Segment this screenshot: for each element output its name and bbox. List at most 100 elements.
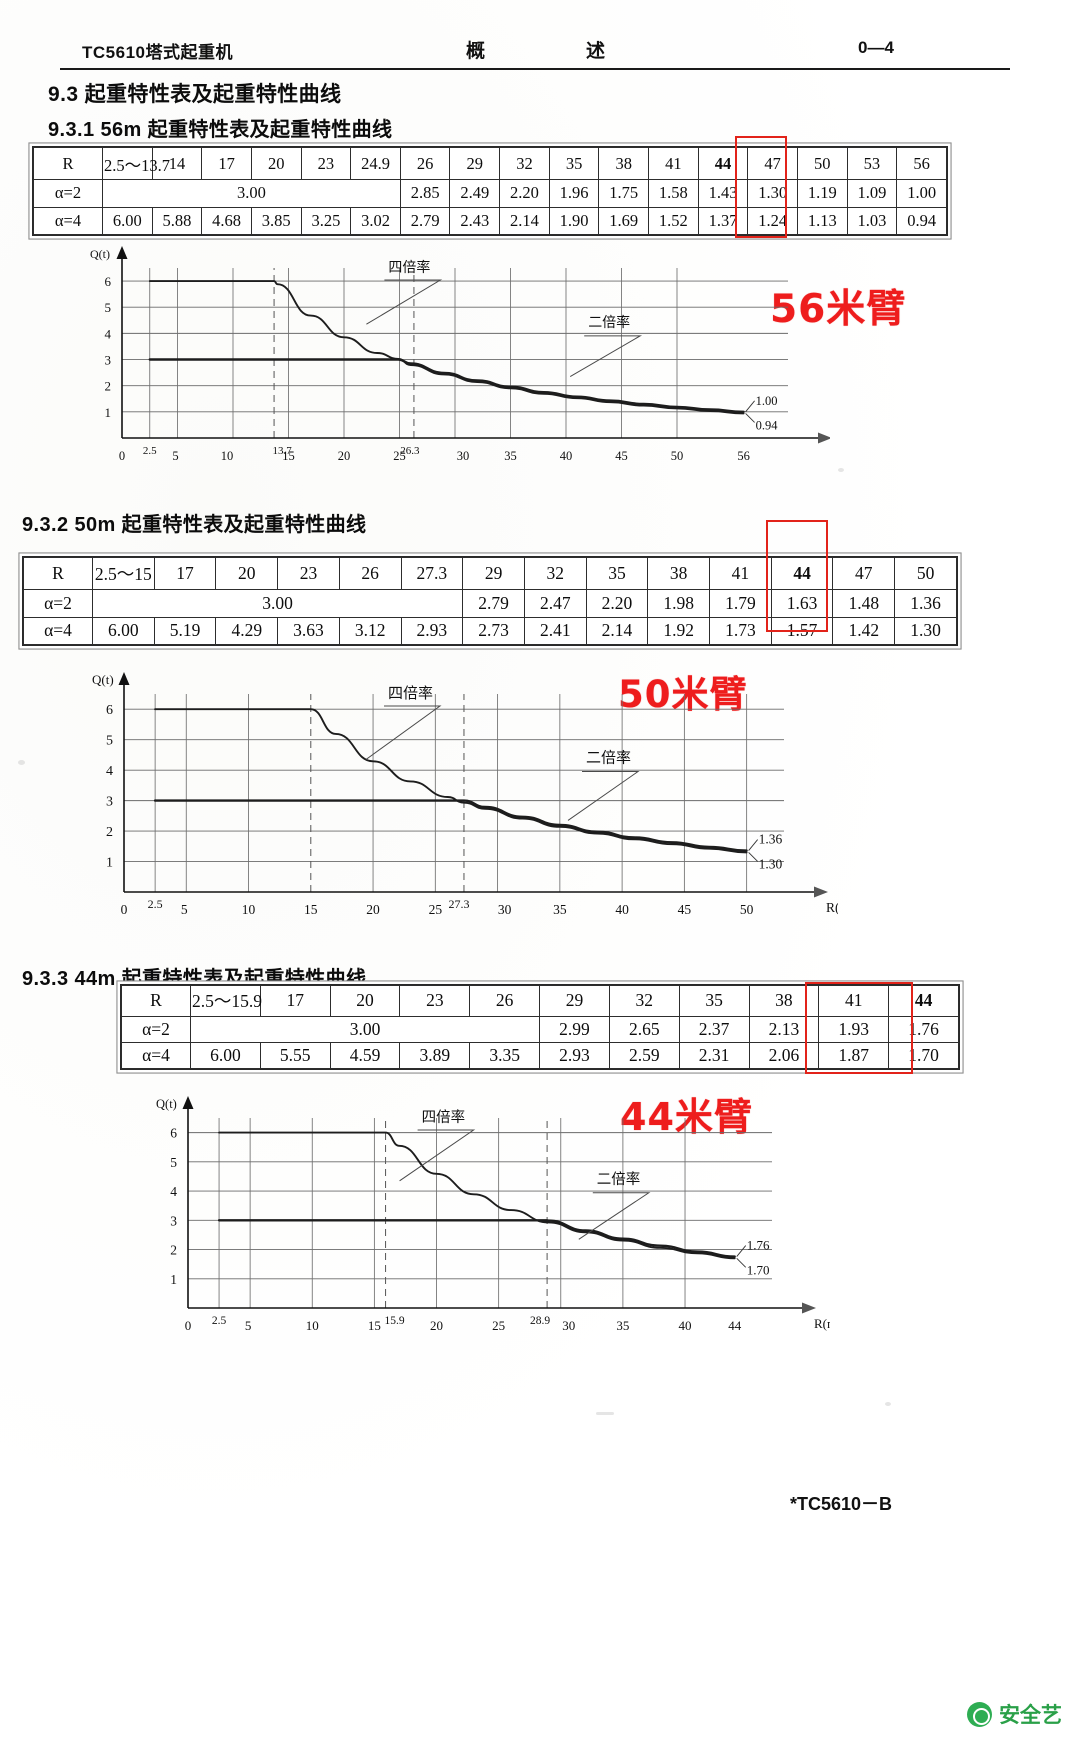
y-tick-label: 3 bbox=[170, 1213, 177, 1228]
y-tick-label: 2 bbox=[105, 379, 112, 394]
arm-label-44m: 44米臂 bbox=[620, 1095, 753, 1139]
table-header-row: R 2.5～13.7 14 17 20 23 24.9 26 29 32 35 38 41 44 47 50 5… bbox=[33, 146, 947, 181]
cell-alpha2: 1.63 bbox=[770, 589, 834, 618]
x-axis-arrow bbox=[802, 1302, 816, 1314]
cell-alpha4: 2.43 bbox=[449, 206, 501, 236]
x-tick-label: 2.5 bbox=[148, 897, 163, 911]
row-header-alpha2: α=2 bbox=[23, 589, 93, 618]
y-axis-label: Q(t) bbox=[156, 1097, 177, 1111]
y-tick-label: 6 bbox=[170, 1126, 177, 1141]
header-chapter-char-2: 述 bbox=[586, 41, 606, 62]
table-row-alpha2: α=2 3.00 2.99 2.65 2.37 2.13 1.93 1.76 bbox=[121, 1015, 959, 1043]
cell-alpha4: 1.30 bbox=[894, 616, 957, 646]
capacity-curve-chart-56m: 1 2 3 4 5 6 0 2.5 5 10 13.7 15 20 25 26.3 30 35 40 45 50 56 Q… bbox=[70, 246, 830, 482]
x-tick-label: 15.9 bbox=[385, 1315, 405, 1327]
cell-alpha2: 2.65 bbox=[608, 1015, 680, 1043]
y-tick-label: 4 bbox=[105, 326, 112, 341]
cell-alpha4: 2.73 bbox=[462, 616, 525, 646]
x-tick-label: 13.7 bbox=[272, 445, 292, 457]
cell-alpha2: 2.20 bbox=[499, 179, 550, 208]
y-tick-label: 1 bbox=[105, 405, 112, 420]
y-axis-arrow bbox=[182, 1096, 194, 1109]
header-divider bbox=[60, 68, 1010, 70]
x-tick-label: 2.5 bbox=[212, 1315, 227, 1327]
x-tick-label: 27.3 bbox=[448, 897, 469, 911]
column-header: 20 bbox=[329, 985, 401, 1017]
column-header: 56 bbox=[896, 146, 947, 181]
cell-alpha4: 6.00 bbox=[190, 1041, 261, 1070]
section-heading-9-3: 9.3 起重特性表及起重特性曲线 bbox=[48, 83, 342, 106]
cell-alpha2: 1.36 bbox=[894, 589, 957, 618]
table-44m: R 2.5～15.9 17 20 23 26 29 32 35 38 41 44 α=2 3.00 2.99… bbox=[121, 985, 959, 1070]
legend-leader-double bbox=[567, 771, 640, 821]
cell-alpha2-constant: 3.00 bbox=[91, 589, 464, 618]
column-header: 17 bbox=[153, 556, 217, 591]
x-tick-label: 50 bbox=[671, 449, 684, 463]
row-header-alpha4: α=4 bbox=[121, 1041, 191, 1070]
y-tick-label: 1 bbox=[170, 1272, 177, 1287]
legend-label-double: 二倍率 bbox=[586, 749, 631, 767]
legend-label-quadruple: 四倍率 bbox=[388, 684, 433, 702]
page-header: TC5610塔式起重机 概 述 0—4 bbox=[0, 18, 1080, 70]
x-axis-arrow bbox=[814, 886, 828, 898]
x-tick-label: 5 bbox=[181, 902, 188, 917]
column-header: 27.3 bbox=[400, 556, 464, 591]
column-header: 2.5～15 bbox=[92, 556, 155, 591]
capacity-table-56m: R 2.5～13.7 14 17 20 23 24.9 26 29 32 35 38 41 44 47 50 5… bbox=[32, 146, 948, 236]
x-tick-label: 25 bbox=[492, 1318, 505, 1333]
x-tick-label: 35 bbox=[553, 902, 567, 917]
column-header: 32 bbox=[608, 985, 680, 1017]
curve-double-reeving bbox=[217, 1219, 736, 1258]
cell-alpha4: 2.14 bbox=[499, 206, 550, 236]
column-header: 50 bbox=[894, 556, 957, 591]
x-tick-label: 0 bbox=[119, 449, 125, 463]
x-tick-label: 56 bbox=[737, 449, 750, 463]
x-tick-label: 25 bbox=[429, 902, 443, 917]
column-header: 26 bbox=[469, 985, 541, 1017]
legend-leader-quadruple bbox=[365, 705, 442, 760]
curve-quadruple-reeving bbox=[148, 280, 745, 415]
document-code: *TC5610－B bbox=[790, 1494, 893, 1514]
cell-alpha4: 1.52 bbox=[648, 206, 699, 236]
capacity-curve-chart-50m: 12345602.551015202527.33035404550Q(t)R(m… bbox=[78, 668, 838, 936]
end-leader-upper bbox=[748, 839, 758, 851]
x-tick-label: 10 bbox=[221, 449, 234, 463]
column-header: 23 bbox=[399, 985, 471, 1017]
row-header-R: R bbox=[121, 985, 191, 1017]
section-heading-9-3-1: 9.3.1 56m 起重特性表及起重特性曲线 bbox=[48, 119, 393, 141]
column-header: 41 bbox=[818, 985, 890, 1017]
legend-label-double: 二倍率 bbox=[597, 1171, 641, 1188]
x-tick-label: 50 bbox=[740, 902, 754, 917]
cell-alpha4: 1.73 bbox=[709, 616, 772, 646]
y-tick-label: 5 bbox=[105, 300, 112, 315]
end-leader-lower bbox=[736, 1257, 747, 1268]
cell-alpha4: 0.94 bbox=[896, 206, 947, 236]
x-tick-label: 0 bbox=[121, 902, 128, 917]
x-tick-label: 45 bbox=[615, 449, 628, 463]
y-tick-label: 5 bbox=[170, 1155, 177, 1170]
column-header: 47 bbox=[747, 146, 798, 181]
x-tick-label: 44 bbox=[728, 1318, 742, 1333]
cell-alpha2: 1.58 bbox=[648, 179, 699, 208]
table-row-alpha2: α=2 3.00 2.85 2.49 2.20 1.96 1.75 1.58 1.43 1.30 1… bbox=[33, 179, 947, 208]
shield-icon bbox=[967, 1701, 992, 1727]
end-label-upper: 1.36 bbox=[759, 832, 783, 847]
cell-alpha2: 1.00 bbox=[896, 179, 947, 208]
cell-alpha4: 3.25 bbox=[300, 206, 352, 236]
cell-alpha4: 1.57 bbox=[770, 616, 834, 646]
column-header: 24.9 bbox=[350, 146, 401, 181]
end-leader-lower bbox=[745, 413, 755, 423]
cell-alpha2: 1.19 bbox=[796, 179, 848, 208]
cell-alpha4: 2.59 bbox=[608, 1041, 680, 1070]
column-header: 38 bbox=[598, 146, 650, 181]
legend-label-quadruple: 四倍率 bbox=[388, 259, 430, 276]
curve-quadruple-reeving bbox=[154, 708, 748, 854]
column-header: 29 bbox=[449, 146, 501, 181]
y-tick-label: 3 bbox=[105, 353, 112, 368]
column-header: 17 bbox=[201, 146, 252, 181]
cell-alpha4: 1.13 bbox=[796, 206, 848, 236]
x-tick-label: 20 bbox=[366, 902, 380, 917]
column-header: 14 bbox=[151, 146, 203, 181]
end-label-upper: 1.76 bbox=[747, 1238, 770, 1253]
column-header: 2.5～13.7 bbox=[102, 146, 170, 181]
